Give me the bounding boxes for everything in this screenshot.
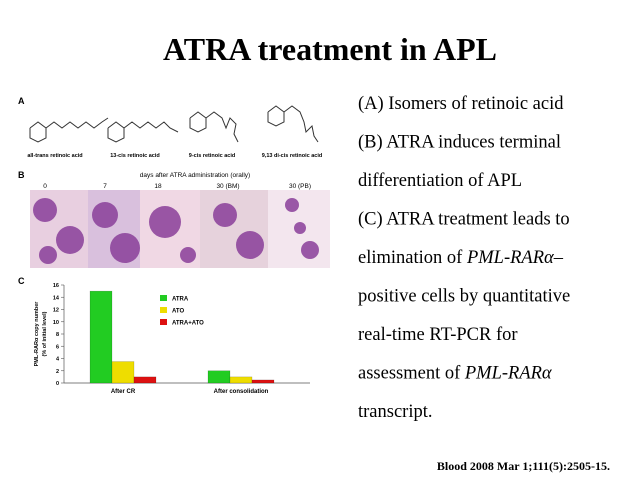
day-label: 30 (PB) [289, 183, 311, 190]
text-segment: real-time RT-PCR for [358, 325, 518, 345]
text-line: (A) Isomers of retinoic acid [358, 94, 564, 114]
day-label: 7 [103, 183, 107, 190]
slide-title: ATRA treatment in APL [163, 31, 497, 67]
y-tick-label: 8 [56, 332, 59, 338]
y-tick-label: 10 [53, 320, 59, 326]
text-line: (C) ATRA treatment leads to [358, 210, 570, 230]
x-tick-label: After CR [111, 389, 136, 395]
molecule-label: all-trans retinoic acid [27, 153, 82, 159]
day-label: 0 [43, 183, 47, 190]
text-line: positive cells by quantitative [358, 287, 570, 307]
molecule-label: 13-cis retinoic acid [110, 153, 160, 159]
text-segment: assessment of [358, 364, 465, 384]
y-tick-label: 2 [56, 369, 59, 375]
molecule-label: 9-cis retinoic acid [189, 153, 235, 159]
y-axis-label: PML-RARα copy number [34, 301, 40, 367]
day-label: 30 (BM) [216, 183, 239, 190]
bar [207, 370, 231, 384]
y-tick-label: 14 [53, 295, 60, 301]
panel-label: C [18, 276, 25, 286]
text-segment: (C) ATRA treatment leads to [358, 210, 570, 230]
y-axis-label: (% of initial level) [42, 311, 48, 356]
legend-swatch [160, 307, 167, 313]
bar [229, 376, 253, 384]
panel-label: B [18, 170, 25, 180]
day-label: 18 [154, 183, 162, 190]
panel-caption: days after ATRA administration (orally) [140, 172, 250, 179]
legend-label: ATO [172, 309, 184, 315]
bar [89, 290, 113, 384]
bar [251, 379, 275, 384]
text-segment: PML-RARα– [466, 248, 564, 268]
bar [111, 361, 135, 384]
x-tick-label: After consolidation [214, 389, 269, 395]
text-segment: transcript. [358, 402, 433, 422]
bar [133, 376, 157, 384]
text-line: elimination of PML-RARα– [358, 248, 564, 268]
text-line: transcript. [358, 402, 433, 422]
legend-label: ATRA [172, 297, 189, 303]
text-line: real-time RT-PCR for [358, 325, 518, 345]
cell-images [30, 190, 330, 268]
legend-label: ATRA+ATO [172, 321, 204, 327]
text-line: assessment of PML-RARα [358, 364, 553, 384]
text-segment: elimination of [358, 248, 467, 268]
text-segment: (A) Isomers of retinoic acid [358, 94, 564, 114]
text-segment: PML-RARα [464, 364, 553, 384]
y-tick-label: 16 [53, 283, 59, 289]
molecule-label: 9,13 di-cis retinoic acid [262, 153, 323, 159]
molecule-drawings [29, 105, 319, 143]
legend-swatch [160, 319, 167, 325]
text-line: differentiation of APL [358, 171, 522, 191]
citation: Blood 2008 Mar 1;111(5):2505-15. [437, 459, 610, 473]
text-segment: positive cells by quantitative [358, 287, 570, 307]
text-segment: (B) ATRA induces terminal [358, 133, 561, 153]
legend-swatch [160, 295, 167, 301]
y-tick-label: 6 [56, 344, 59, 350]
text-segment: differentiation of APL [358, 171, 522, 191]
y-tick-label: 12 [53, 308, 59, 314]
text-line: (B) ATRA induces terminal [358, 133, 561, 153]
y-tick-label: 4 [56, 357, 60, 363]
y-tick-label: 0 [56, 381, 59, 387]
panel-label: A [18, 96, 25, 106]
